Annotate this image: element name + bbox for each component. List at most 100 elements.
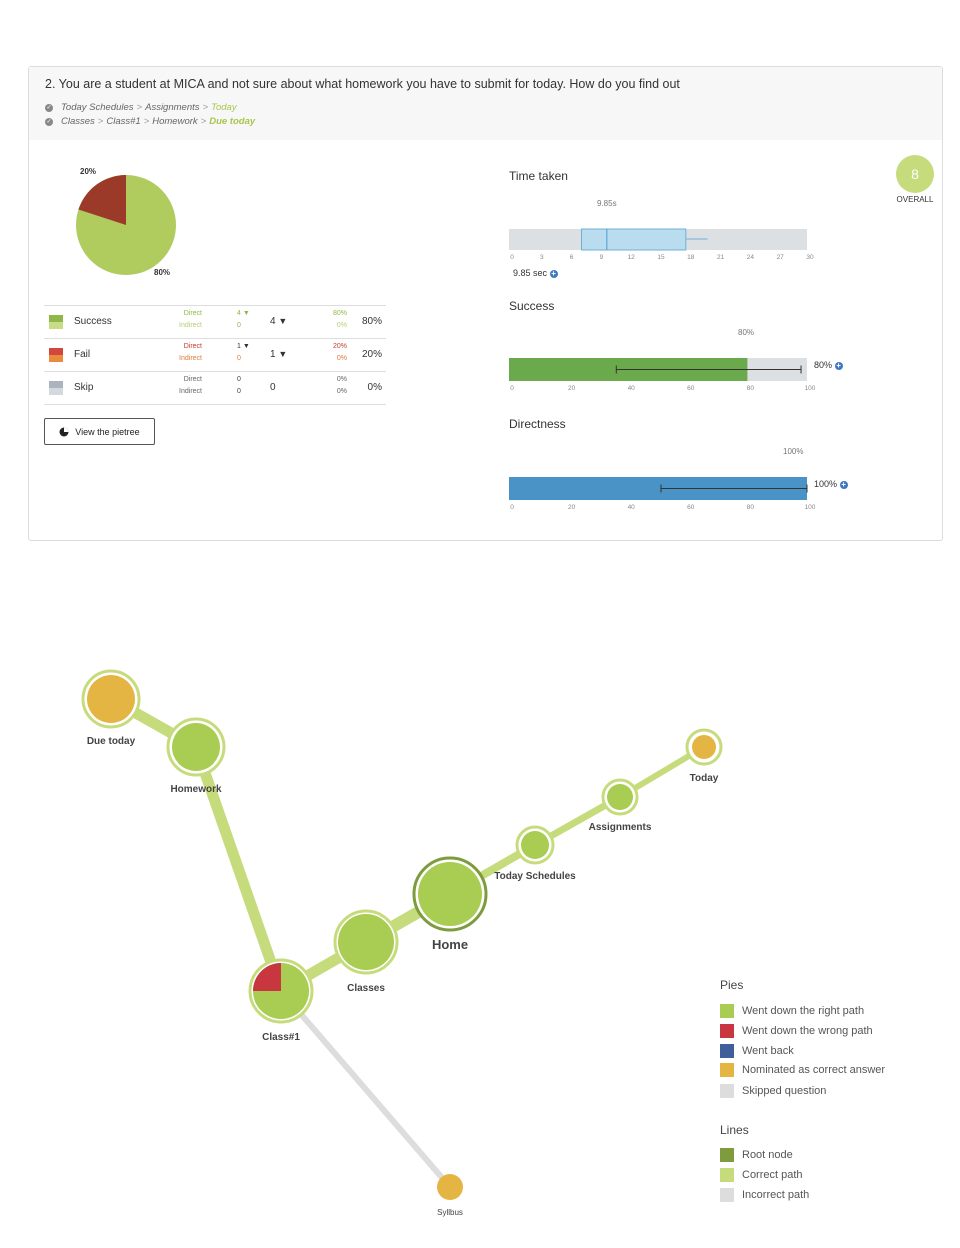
path-item: Assignments bbox=[145, 102, 200, 113]
node-class1[interactable] bbox=[248, 958, 314, 1024]
pietree-diagram bbox=[81, 669, 723, 1200]
axis-tick-label: 27 bbox=[776, 254, 784, 261]
view-pietree-label: View the pietree bbox=[75, 426, 140, 437]
result-label: Success bbox=[74, 316, 112, 327]
indirect-count: 0 bbox=[237, 322, 241, 329]
expand-icon[interactable]: + bbox=[839, 479, 848, 489]
skip-swatch bbox=[49, 381, 63, 395]
indirect-pct: 0% bbox=[336, 322, 347, 329]
axis-tick-label: 80 bbox=[746, 385, 755, 392]
axis-tick-label: 20 bbox=[567, 385, 576, 392]
pie-slice-wrong-path bbox=[253, 963, 281, 991]
node-label-today: Today bbox=[689, 773, 719, 784]
node-label-home: Home bbox=[431, 937, 469, 952]
node-label-class1: Class#1 bbox=[262, 1032, 300, 1043]
axis-tick-label: 6 bbox=[569, 254, 574, 261]
axis-tick-label: 9 bbox=[599, 254, 604, 261]
success-error-bar bbox=[615, 365, 802, 374]
axis-tick-label: 24 bbox=[746, 254, 755, 261]
node-label-syllbus: Syllbus bbox=[437, 1208, 463, 1217]
indirect-count: 0 bbox=[237, 388, 241, 395]
directness-error-bar bbox=[660, 484, 808, 493]
time-box bbox=[581, 228, 687, 251]
axis-tick-label: 60 bbox=[687, 385, 695, 392]
direct-count: 0 bbox=[237, 376, 241, 383]
total-count: 4 ▼ bbox=[270, 316, 288, 327]
result-pie-chart bbox=[76, 175, 176, 275]
axis-tick-label: 100 bbox=[804, 385, 816, 392]
task-header: 2. You are a student at MICA and not sur… bbox=[29, 67, 942, 140]
axis-tick-label: 18 bbox=[687, 254, 695, 261]
direct-label: Direct bbox=[183, 343, 202, 350]
view-pietree-button[interactable]: View the pietree bbox=[44, 418, 155, 445]
node-today-schedules[interactable] bbox=[515, 825, 555, 865]
success-title: Success bbox=[509, 299, 555, 313]
axis-tick-label: 20 bbox=[567, 504, 576, 511]
directness-top-label: 100% bbox=[783, 447, 804, 456]
node-home[interactable] bbox=[412, 856, 488, 932]
axis-tick-label: 60 bbox=[687, 504, 695, 511]
direct-label: Direct bbox=[183, 310, 202, 317]
node-label-assignments: Assignments bbox=[588, 822, 652, 833]
path-item: Today Schedules bbox=[61, 102, 134, 113]
legend-item: Went back bbox=[720, 1044, 794, 1058]
node-assignments[interactable] bbox=[601, 778, 639, 816]
pie-slice-fail bbox=[78, 175, 126, 225]
path-item: Classes bbox=[61, 116, 95, 127]
path-item: Homework bbox=[152, 116, 198, 127]
result-pct: 0% bbox=[367, 382, 382, 393]
time-median-label: 9.85s bbox=[597, 199, 617, 208]
overall-label: OVERALL bbox=[896, 195, 934, 204]
results-table: Success Direct Indirect 4 ▼ 0 4 ▼ 80% 0%… bbox=[44, 305, 386, 405]
correct-path-1: ✓ Today Schedules > Assignments > Today bbox=[45, 102, 237, 113]
result-row-skip: Skip Direct Indirect 0 0 0 0% 0% 0% bbox=[44, 371, 386, 405]
total-count: 0 bbox=[270, 382, 276, 393]
legend-item: Went down the wrong path bbox=[720, 1024, 873, 1038]
result-label: Skip bbox=[74, 382, 94, 393]
legend-item: Incorrect path bbox=[720, 1188, 809, 1202]
result-pct: 20% bbox=[361, 349, 382, 360]
direct-pct: 80% bbox=[332, 310, 347, 317]
axis-tick-label: 12 bbox=[627, 254, 635, 261]
node-label-today-schedules: Today Schedules bbox=[494, 871, 576, 882]
legend-lines-title: Lines bbox=[720, 1123, 749, 1137]
path-answer: Today bbox=[211, 102, 237, 113]
axis-tick-label: 0 bbox=[510, 385, 514, 392]
success-top-label: 80% bbox=[738, 328, 755, 337]
legend-item: Root node bbox=[720, 1148, 793, 1162]
success-swatch bbox=[49, 315, 63, 329]
correct-path-2: ✓ Classes > Class#1 > Homework > Due today bbox=[45, 116, 256, 127]
legend-item: Correct path bbox=[720, 1168, 803, 1182]
task-question: 2. You are a student at MICA and not sur… bbox=[45, 77, 680, 91]
indirect-label: Indirect bbox=[179, 355, 202, 362]
expand-icon[interactable]: + bbox=[834, 360, 843, 370]
total-count: 1 ▼ bbox=[270, 349, 288, 360]
axis-tick-label: 100 bbox=[804, 504, 816, 511]
legend-pies-title: Pies bbox=[720, 978, 744, 992]
pie-label-fail: 20% bbox=[80, 167, 97, 176]
axis-tick-label: 30 bbox=[806, 254, 814, 261]
edge-class1-syllbus bbox=[278, 989, 453, 1189]
axis-tick-label: 15 bbox=[657, 254, 665, 261]
direct-count: 4 ▼ bbox=[237, 310, 250, 317]
axis-tick-label: 0 bbox=[510, 504, 514, 511]
axis-tick-label: 40 bbox=[627, 385, 635, 392]
pie-label-success: 80% bbox=[154, 268, 171, 277]
direct-label: Direct bbox=[183, 376, 202, 383]
node-homework[interactable] bbox=[166, 717, 226, 777]
time-taken-title: Time taken bbox=[509, 169, 568, 183]
node-syllbus[interactable] bbox=[437, 1174, 463, 1200]
indirect-pct: 0% bbox=[336, 388, 347, 395]
time-value: 9.85 sec + bbox=[513, 268, 558, 278]
directness-side-value: 100% + bbox=[814, 479, 848, 489]
node-classes[interactable] bbox=[333, 909, 399, 975]
path-answer: Due today bbox=[209, 116, 256, 127]
expand-icon[interactable]: + bbox=[549, 268, 558, 278]
node-today[interactable] bbox=[685, 728, 723, 766]
fail-swatch bbox=[49, 348, 63, 362]
node-due-today[interactable] bbox=[81, 669, 141, 729]
node-label-homework: Homework bbox=[170, 784, 222, 795]
result-label: Fail bbox=[74, 349, 91, 360]
path-item: Class#1 bbox=[106, 116, 141, 127]
indirect-label: Indirect bbox=[179, 322, 202, 329]
